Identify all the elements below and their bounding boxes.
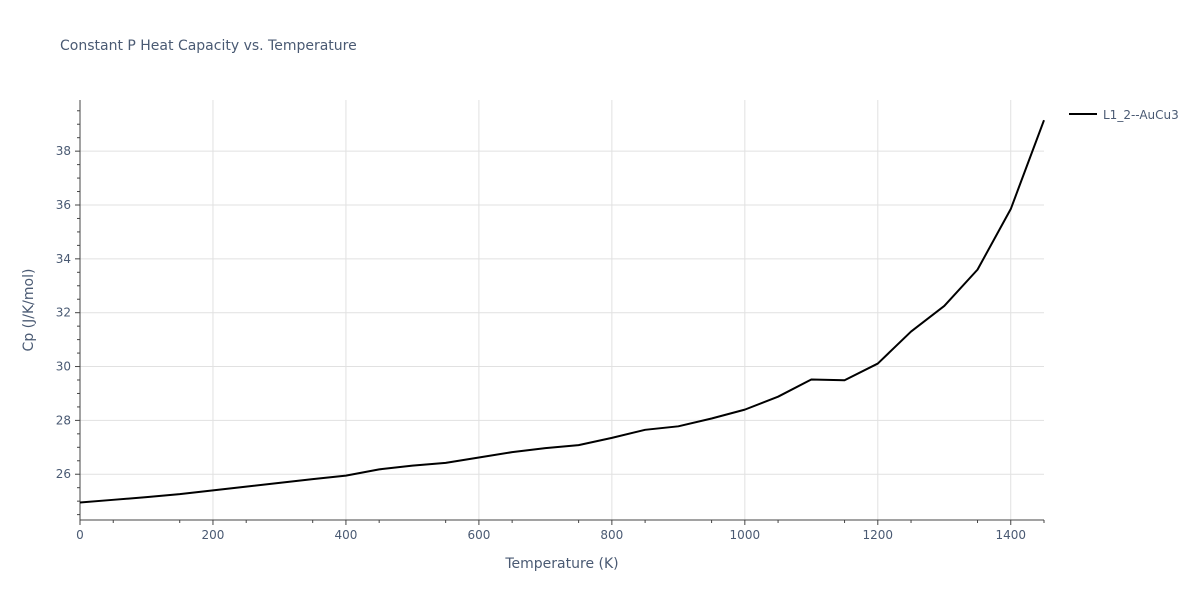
- x-tick-label: 800: [600, 528, 623, 542]
- series-layer: [79, 119, 1045, 504]
- series-line: [79, 119, 1045, 504]
- x-tick-label: 1400: [995, 528, 1026, 542]
- y-tick-label: 32: [56, 306, 71, 320]
- x-tick-label: 1000: [730, 528, 761, 542]
- x-axis-title: Temperature (K): [504, 556, 618, 572]
- y-tick-label: 26: [56, 467, 71, 481]
- y-axis-title: Cp (J/K/mol): [21, 269, 37, 352]
- legend[interactable]: L1_2--AuCu3: [1069, 108, 1179, 122]
- x-tick-label: 200: [202, 528, 225, 542]
- grid: [80, 100, 1044, 520]
- legend-label: L1_2--AuCu3: [1103, 108, 1179, 122]
- y-tick-label: 28: [56, 413, 71, 427]
- x-tick-label: 600: [467, 528, 490, 542]
- chart-title: Constant P Heat Capacity vs. Temperature: [60, 38, 357, 54]
- x-tick-label: 400: [334, 528, 357, 542]
- y-tick-label: 30: [56, 360, 71, 374]
- x-tick-label: 0: [76, 528, 84, 542]
- axes: 0 200 400 600 800 1000 1200 1400 26 28 30 32 34 36 38: [56, 100, 1045, 542]
- y-tick-label: 36: [56, 198, 71, 212]
- x-tick-label: 1200: [863, 528, 894, 542]
- y-tick-label: 38: [56, 144, 71, 158]
- y-tick-label: 34: [56, 252, 71, 266]
